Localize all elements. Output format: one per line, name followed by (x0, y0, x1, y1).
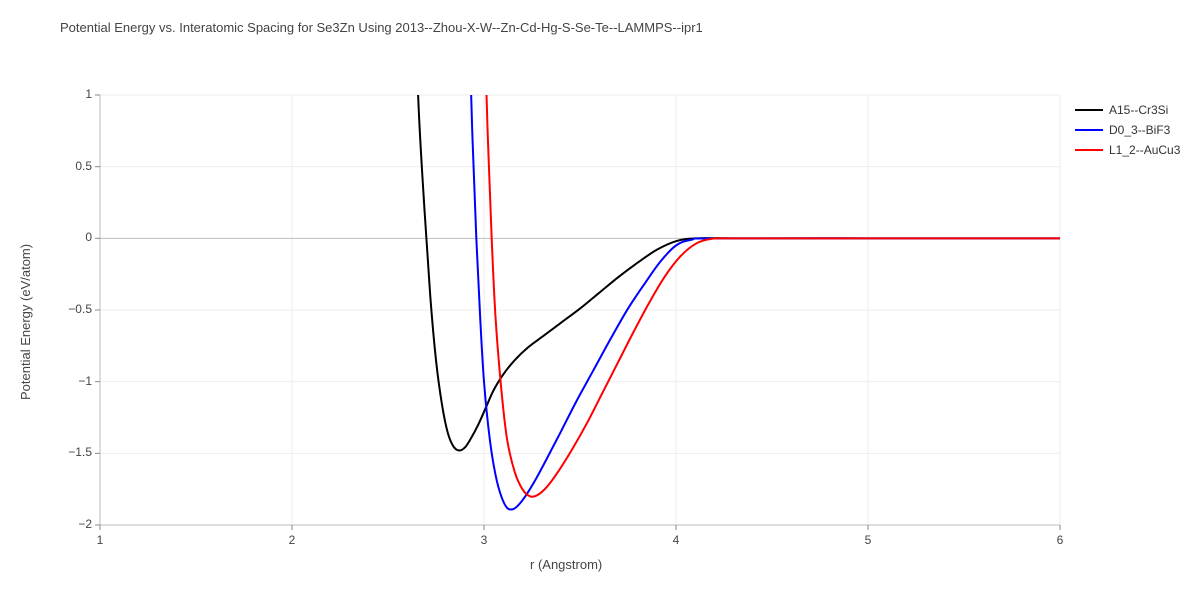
legend-swatch (1075, 109, 1103, 111)
x-tick-label: 4 (666, 533, 686, 547)
series-D0_3--BiF3[interactable] (465, 0, 1060, 510)
legend-label: A15--Cr3Si (1109, 103, 1168, 117)
legend-label: L1_2--AuCu3 (1109, 143, 1180, 157)
y-tick-label: 0 (85, 230, 92, 244)
legend-swatch (1075, 129, 1103, 131)
x-tick-label: 3 (474, 533, 494, 547)
series-A15--Cr3Si[interactable] (411, 0, 1060, 450)
y-tick-label: −1 (78, 374, 92, 388)
x-tick-label: 5 (858, 533, 878, 547)
plot-area[interactable] (0, 0, 1200, 600)
y-tick-label: −0.5 (68, 302, 92, 316)
y-tick-label: −1.5 (68, 445, 92, 459)
y-tick-label: −2 (78, 517, 92, 531)
x-tick-label: 6 (1050, 533, 1070, 547)
y-axis-label: Potential Energy (eV/atom) (18, 244, 33, 400)
x-axis-label: r (Angstrom) (530, 557, 602, 572)
legend-item[interactable]: L1_2--AuCu3 (1075, 140, 1180, 160)
legend-swatch (1075, 149, 1103, 151)
legend[interactable]: A15--Cr3Si D0_3--BiF3 L1_2--AuCu3 (1075, 100, 1180, 160)
legend-item[interactable]: D0_3--BiF3 (1075, 120, 1180, 140)
y-tick-label: 1 (85, 87, 92, 101)
chart-container: Potential Energy vs. Interatomic Spacing… (0, 0, 1200, 600)
legend-label: D0_3--BiF3 (1109, 123, 1170, 137)
legend-item[interactable]: A15--Cr3Si (1075, 100, 1180, 120)
x-tick-label: 2 (282, 533, 302, 547)
y-tick-label: 0.5 (75, 159, 92, 173)
x-tick-label: 1 (90, 533, 110, 547)
series-L1_2--AuCu3[interactable] (480, 0, 1060, 497)
